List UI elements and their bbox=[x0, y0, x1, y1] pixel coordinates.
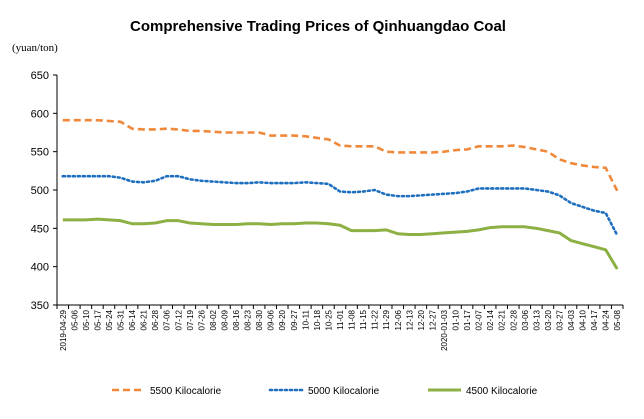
x-tick-label: 05-31 bbox=[117, 309, 126, 330]
legend: 5500 Kilocalorie 5000 Kilocalorie 4500 Kil… bbox=[112, 386, 538, 397]
x-tick-label: 11-22 bbox=[371, 309, 380, 329]
x-tick-label: 12-06 bbox=[394, 309, 403, 330]
y-axis-unit-label: (yuan/ton) bbox=[12, 42, 58, 54]
x-tick-label: 08-09 bbox=[220, 309, 229, 330]
chart-title: Comprehensive Trading Prices of Qinhuang… bbox=[130, 18, 506, 35]
x-tick-label: 10-25 bbox=[324, 309, 333, 330]
x-tick-label: 12-20 bbox=[417, 309, 426, 330]
x-tick-label: 04-03 bbox=[567, 309, 576, 330]
y-tick-label: 400 bbox=[31, 262, 49, 274]
x-tick-label: 09-06 bbox=[267, 309, 276, 330]
legend-label-1: 5500 Kilocalorie bbox=[150, 386, 222, 397]
plot-area bbox=[61, 118, 619, 270]
y-tick-label: 500 bbox=[31, 185, 49, 197]
x-tick-label: 10-18 bbox=[313, 309, 322, 330]
x-tick-label: 03-27 bbox=[555, 309, 564, 330]
x-tick-label: 08-16 bbox=[232, 309, 241, 330]
x-tick-label: 02-07 bbox=[475, 309, 484, 330]
y-tick-label: 350 bbox=[31, 300, 49, 312]
x-tick-label: 12-13 bbox=[405, 309, 414, 330]
y-axis: 350 400 450 500 550 600 650 bbox=[31, 70, 58, 312]
x-tick-label: 08-23 bbox=[244, 309, 253, 330]
x-tick-label: 10-11 bbox=[301, 309, 310, 329]
x-tick-label: 07-12 bbox=[174, 309, 183, 330]
x-tick-label: 09-20 bbox=[278, 309, 287, 330]
x-tick-label: 06-28 bbox=[151, 309, 160, 330]
x-tick-label: 06-21 bbox=[140, 309, 149, 330]
x-tick-label: 02-14 bbox=[486, 309, 495, 330]
x-tick-label: 05-08 bbox=[613, 309, 622, 330]
y-tick-label: 650 bbox=[31, 70, 49, 82]
x-tick-label: 11-15 bbox=[359, 309, 368, 329]
x-tick-label: 07-26 bbox=[197, 309, 206, 330]
x-tick-label: 07-06 bbox=[163, 309, 172, 330]
x-tick-label: 11-08 bbox=[348, 309, 357, 329]
x-tick-label: 09-27 bbox=[290, 309, 299, 330]
x-tick-label: 03-13 bbox=[532, 309, 541, 330]
x-tick-label: 08-30 bbox=[255, 309, 264, 330]
x-tick-label: 05-06 bbox=[70, 309, 79, 330]
x-tick-label: 05-10 bbox=[82, 309, 91, 330]
x-tick-label: 2020-01-03 bbox=[440, 309, 449, 350]
legend-label-2: 5000 Kilocalorie bbox=[308, 386, 380, 397]
x-tick-label: 12-27 bbox=[428, 309, 437, 330]
y-tick-label: 550 bbox=[31, 147, 49, 159]
x-tick-label: 02-28 bbox=[509, 309, 518, 330]
x-tick-label: 02-21 bbox=[498, 309, 507, 330]
x-tick-label: 05-17 bbox=[93, 309, 102, 330]
x-tick-label: 06-14 bbox=[128, 309, 137, 330]
x-tick-label: 03-20 bbox=[544, 309, 553, 330]
x-tick-label: 01-17 bbox=[463, 309, 472, 330]
x-tick-label: 11-29 bbox=[382, 309, 391, 329]
x-tick-label: 03-06 bbox=[521, 309, 530, 330]
x-tick-label: 04-24 bbox=[602, 309, 611, 330]
x-tick-label: 11-01 bbox=[336, 309, 345, 329]
y-tick-label: 450 bbox=[31, 223, 49, 235]
x-tick-label: 01-10 bbox=[452, 309, 461, 330]
x-tick-label: 04-17 bbox=[590, 309, 599, 330]
x-tick-label: 04-10 bbox=[579, 309, 588, 330]
legend-label-3: 4500 Kilocalorie bbox=[466, 386, 538, 397]
x-tick-label: 08-02 bbox=[209, 309, 218, 330]
x-tick-label: 2019-04-29 bbox=[59, 309, 68, 350]
x-tick-label: 05-24 bbox=[105, 309, 114, 330]
y-tick-label: 600 bbox=[31, 108, 49, 120]
x-tick-label: 07-19 bbox=[186, 309, 195, 330]
x-axis: 2019-04-29 05-06 05-10 05-17 05-24 05-31 06-14… bbox=[56, 304, 624, 351]
series-line-3 bbox=[62, 217, 619, 270]
series-line-1 bbox=[62, 118, 619, 192]
